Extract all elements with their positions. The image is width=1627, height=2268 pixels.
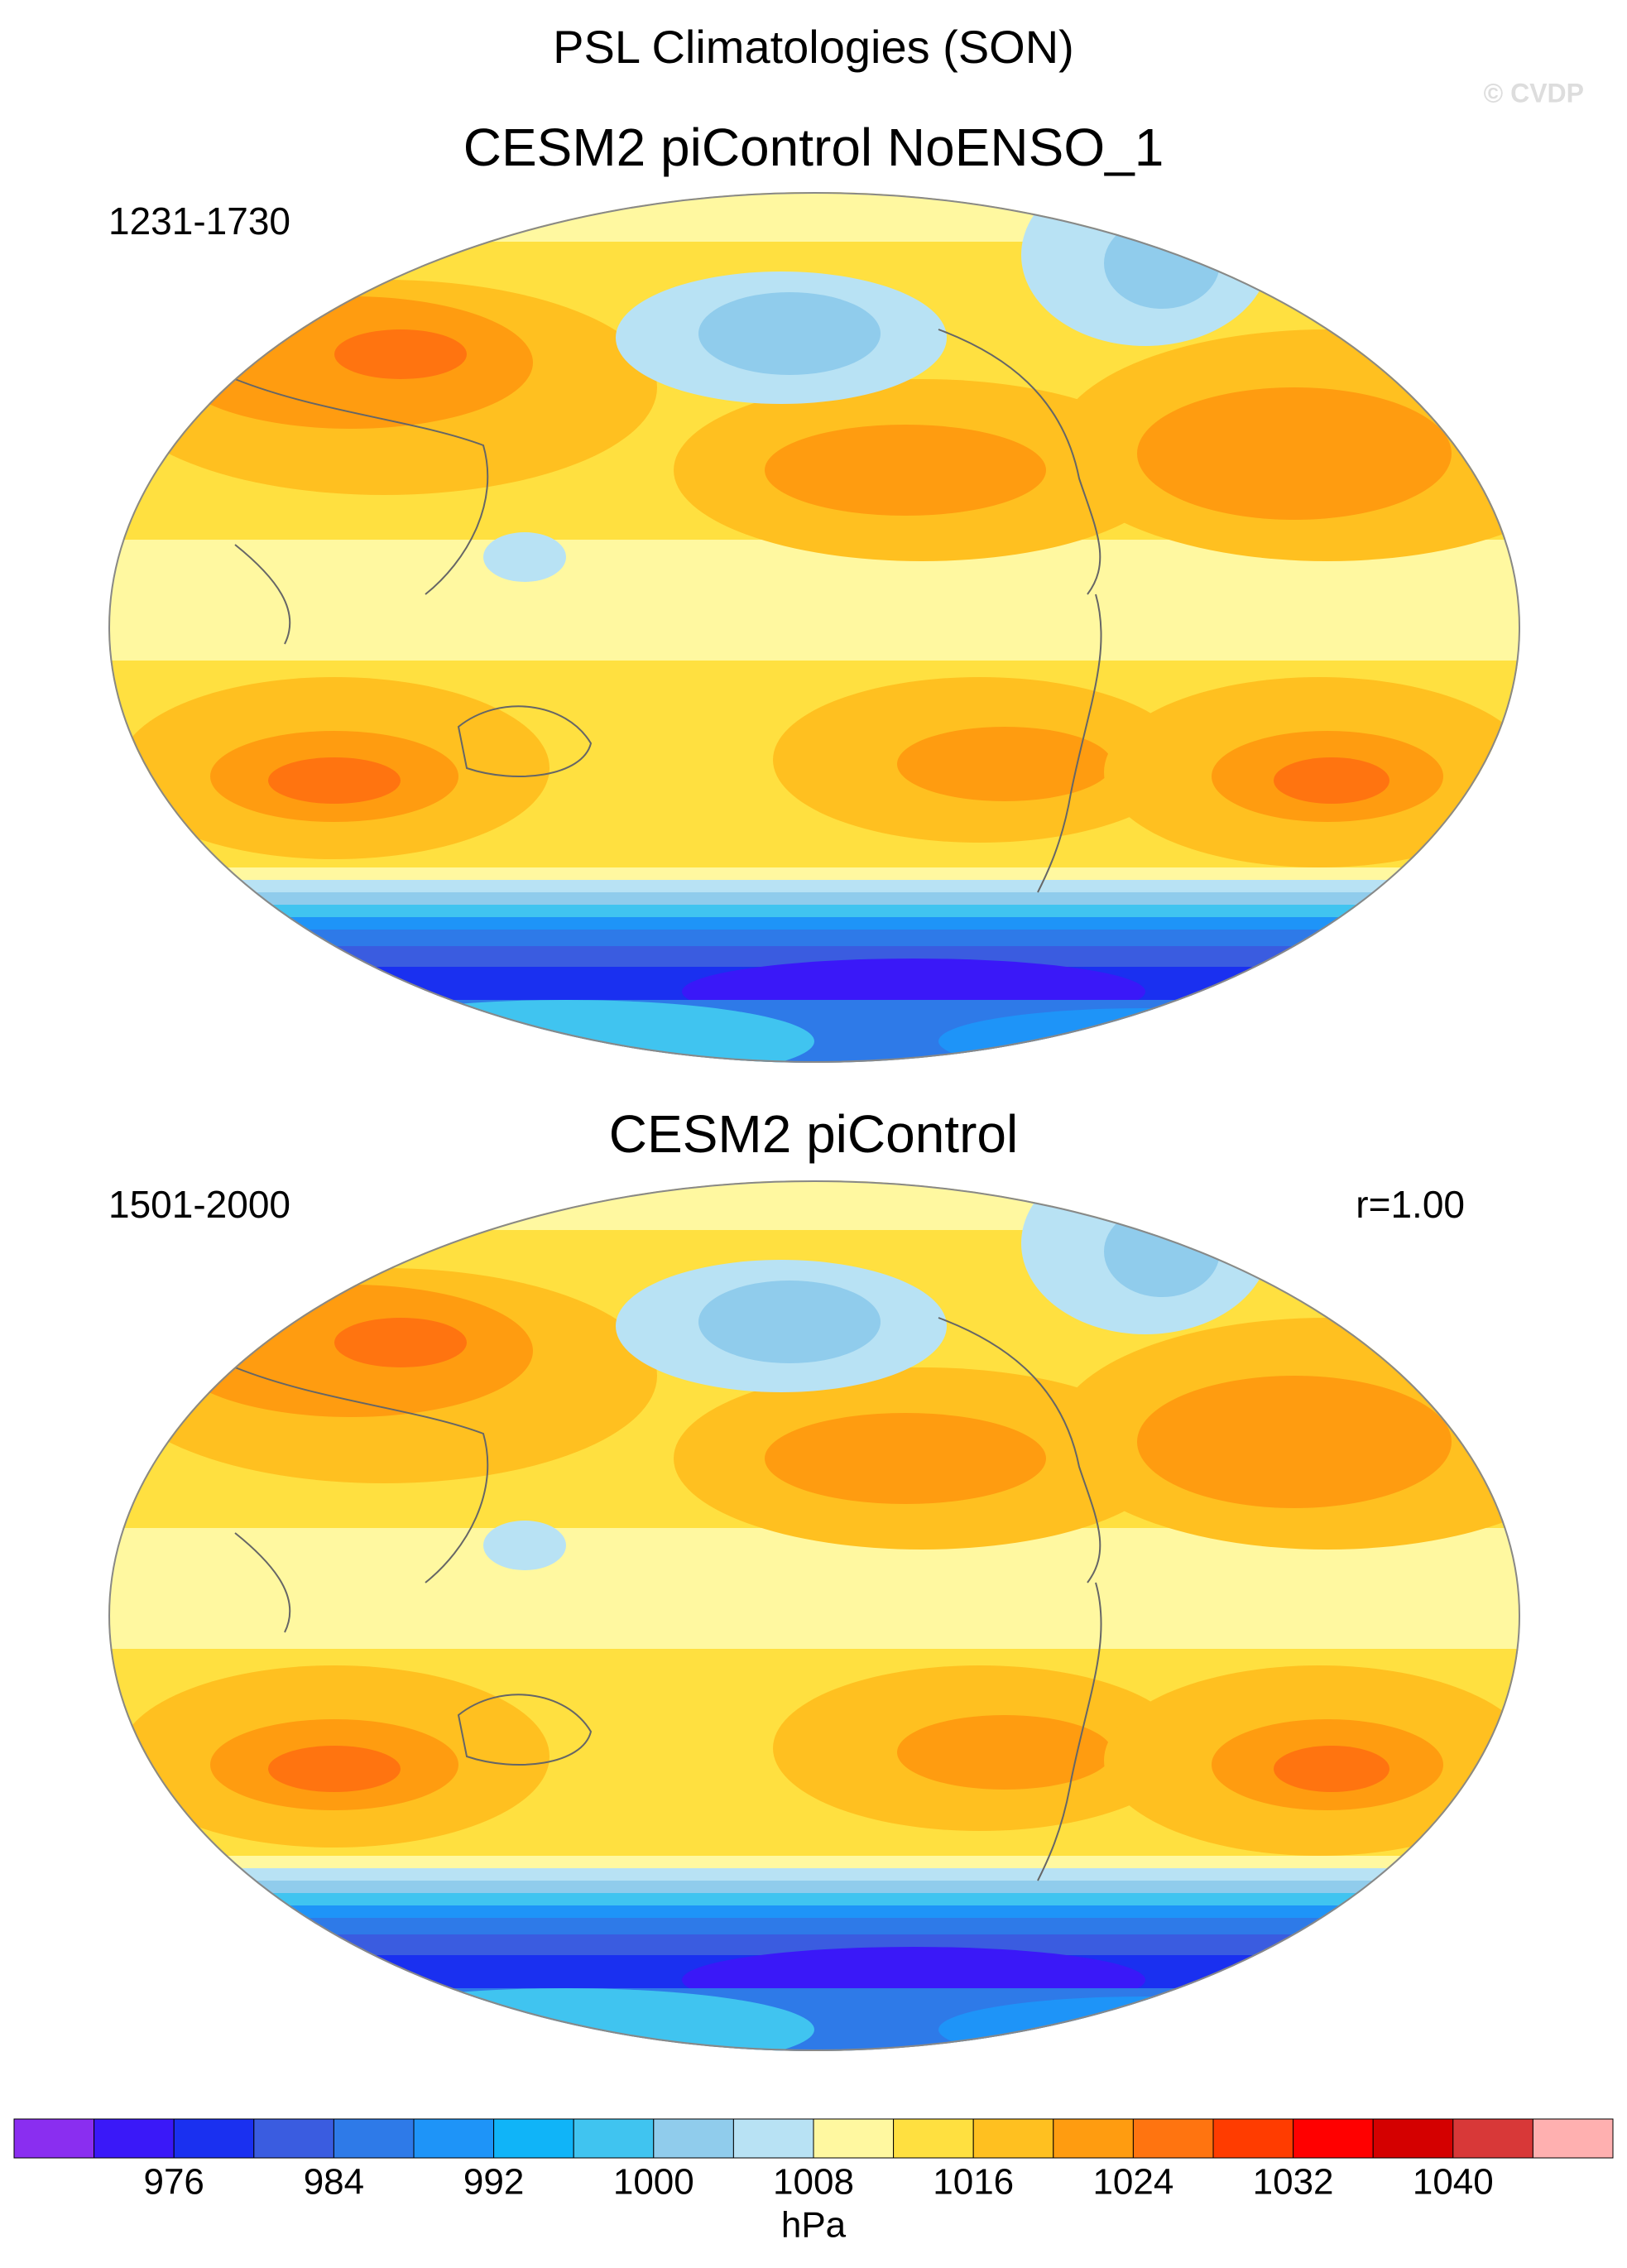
watermark: © CVDP [1484,78,1584,108]
panel-title: CESM2 piControl NoENSO_1 [463,118,1164,177]
colorbar-tick-label: 992 [463,2162,524,2203]
map-panel [108,164,1601,1083]
colorbar-tick-label: 1000 [613,2162,694,2203]
colorbar-box [732,2118,814,2159]
colorbar-box [813,2118,895,2159]
colorbar-box [493,2118,574,2159]
colorbar-box [13,2118,95,2159]
panel-years: 1501-2000 [108,1183,290,1226]
colorbar-box [573,2118,655,2159]
colorbar-tick-label: 1016 [933,2162,1014,2203]
colorbar-box [173,2118,255,2159]
colorbar-units: hPa [781,2205,847,2246]
colorbar-box [413,2118,495,2159]
colorbar: 976 984 992 1000 1008 1016 1024 1032 1040 [13,2118,1614,2203]
panel-years: 1231-1730 [108,199,290,243]
colorbar-box [1293,2118,1374,2159]
panel-title: CESM2 piControl [609,1104,1018,1164]
map-panel [108,1152,1601,2071]
colorbar-tick-label: 984 [304,2162,364,2203]
colorbar-box [972,2118,1054,2159]
colorbar-box [1452,2118,1533,2159]
colorbar-box [1532,2118,1614,2159]
colorbar-box [893,2118,974,2159]
colorbar-tick-label: 1008 [773,2162,854,2203]
colorbar-tick-label: 1024 [1092,2162,1173,2203]
colorbar-box [94,2118,175,2159]
figure-title: PSL Climatologies (SON) [553,21,1074,73]
colorbar-box [1372,2118,1454,2159]
colorbar-box [653,2118,734,2159]
colorbar-tick-label: 1040 [1413,2162,1494,2203]
colorbar-tick-label: 976 [143,2162,204,2203]
colorbar-box [1212,2118,1294,2159]
colorbar-tick-label: 1032 [1253,2162,1334,2203]
colorbar-box [333,2118,415,2159]
pattern-correlation: r=1.00 [1356,1183,1465,1226]
colorbar-box [1132,2118,1214,2159]
colorbar-box [253,2118,334,2159]
colorbar-box [1053,2118,1134,2159]
